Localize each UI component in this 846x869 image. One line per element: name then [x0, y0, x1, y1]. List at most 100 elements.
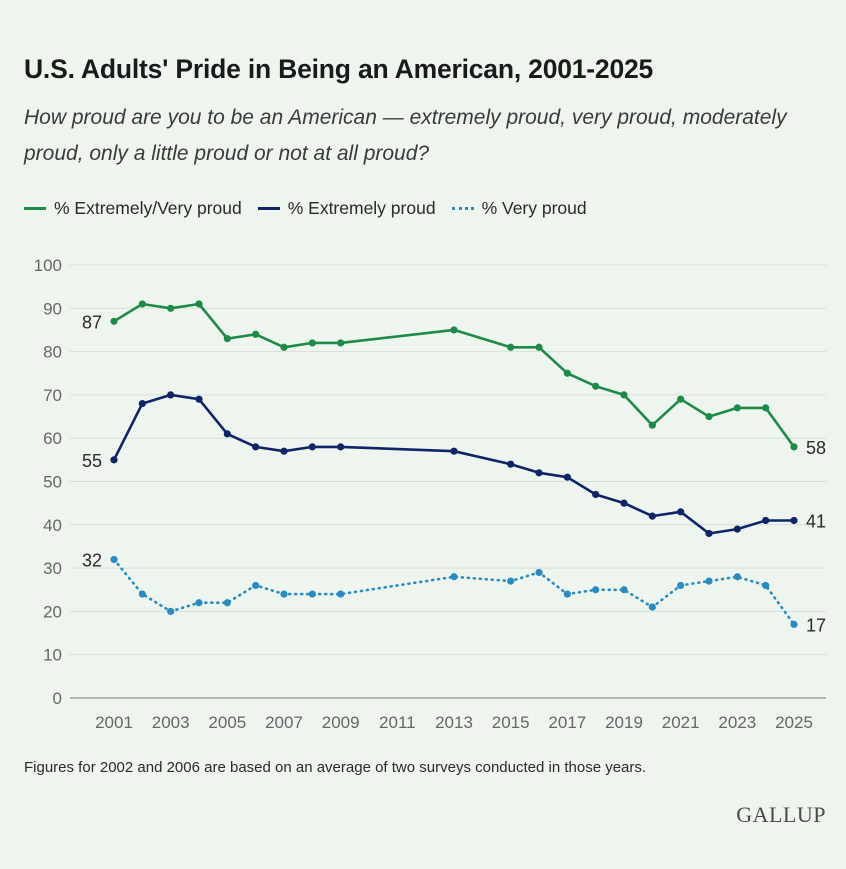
x-tick-label-2025: 2025: [775, 713, 813, 732]
data-label-extremely_very-2001: 87: [82, 312, 102, 332]
data-point-extremely_very-2019: [620, 391, 628, 399]
data-point-extremely_very-2006: [252, 330, 260, 338]
data-point-extremely_very-2007: [280, 343, 288, 351]
data-point-extremely-2007: [280, 447, 288, 455]
data-point-extremely_very-2021: [677, 395, 685, 403]
legend-swatch-extremely: [257, 207, 280, 210]
data-point-extremely_very-2003: [167, 304, 175, 312]
data-point-extremely_very-2001: [110, 317, 118, 325]
data-point-extremely-2023: [733, 525, 741, 533]
data-label-extremely-2025: 41: [806, 511, 826, 531]
x-tick-label-2015: 2015: [492, 713, 530, 732]
x-tick-label-2021: 2021: [662, 713, 700, 732]
data-point-very-2006: [252, 581, 260, 590]
y-tick-label-90: 90: [43, 299, 62, 318]
data-point-extremely-2003: [167, 391, 175, 399]
x-tick-label-2005: 2005: [208, 713, 246, 732]
data-point-extremely_very-2020: [648, 421, 656, 429]
chart-subtitle: How proud are you to be an American — ex…: [24, 106, 787, 165]
footnote: Figures for 2002 and 2006 are based on a…: [24, 759, 647, 776]
data-point-extremely-2024: [762, 516, 770, 525]
data-point-extremely_very-2024: [762, 404, 770, 412]
x-tick-label-2019: 2019: [605, 713, 643, 732]
data-point-extremely-2018: [592, 490, 600, 499]
legend-label-extremely-very: % Extremely/Very proud: [54, 198, 242, 218]
data-point-extremely-2001: [110, 456, 118, 464]
data-point-very-2017: [563, 590, 571, 598]
data-point-extremely-2015: [507, 460, 515, 468]
data-point-very-2024: [762, 581, 770, 590]
y-tick-label-30: 30: [43, 559, 62, 578]
series-line-extremely_very: [112, 302, 796, 449]
chart-legend: % Extremely/Very proud % Extremely proud…: [24, 198, 603, 219]
y-tick-label-70: 70: [43, 386, 62, 405]
x-tick-label-2013: 2013: [435, 713, 473, 732]
data-point-extremely-2002: [138, 399, 146, 408]
data-point-extremely-2021: [677, 508, 685, 516]
data-point-very-2020: [648, 603, 656, 611]
data-point-extremely-2009: [337, 443, 345, 451]
legend-item-extremely-very: % Extremely/Very proud: [24, 198, 242, 219]
data-point-extremely_very-2002: [138, 300, 146, 308]
data-label-extremely-2001: 55: [82, 451, 102, 471]
data-point-extremely-2017: [563, 473, 571, 481]
data-point-extremely-2020: [648, 512, 656, 520]
data-point-very-2023: [733, 573, 741, 581]
data-point-extremely_very-2017: [563, 369, 571, 377]
line-chart: 0 10 20 30 40 50 60 70 80 90 100 2001 2003 2005 2007 20…: [34, 256, 826, 732]
data-point-very-2022: [705, 577, 713, 585]
legend-swatch-extremely-very: [24, 207, 46, 210]
data-point-extremely_very-2018: [592, 382, 600, 390]
data-point-very-2018: [592, 586, 600, 594]
data-label-very-2001: 32: [82, 550, 102, 570]
data-point-very-2019: [620, 586, 628, 594]
data-point-extremely-2016: [535, 469, 543, 477]
data-point-very-2015: [507, 577, 515, 585]
data-point-extremely_very-2023: [733, 404, 741, 412]
x-tick-label-2009: 2009: [322, 713, 360, 732]
x-tick-label-2017: 2017: [548, 713, 586, 732]
data-point-extremely-2025: [790, 516, 798, 525]
data-point-extremely_very-2025: [790, 443, 798, 451]
data-point-extremely_very-2016: [535, 343, 543, 351]
data-label-very-2025: 17: [806, 615, 826, 635]
data-point-extremely_very-2013: [450, 326, 458, 334]
data-point-very-2007: [280, 590, 288, 598]
data-point-very-2005: [223, 599, 231, 607]
data-point-very-2002: [138, 590, 146, 598]
data-point-extremely_very-2008: [308, 339, 316, 347]
x-tick-label-2011: 2011: [379, 713, 416, 732]
series-line-extremely: [112, 393, 796, 535]
legend-label-very: % Very proud: [481, 198, 587, 218]
data-point-very-2016: [535, 568, 543, 577]
gallup-logo: GALLUP: [736, 802, 826, 827]
data-label-extremely_very-2025: 58: [806, 438, 826, 458]
data-point-very-2004: [195, 599, 203, 607]
data-point-extremely_very-2005: [223, 335, 231, 343]
y-tick-label-10: 10: [43, 646, 62, 665]
legend-item-extremely: % Extremely proud: [257, 198, 436, 219]
series-line-very: [112, 558, 796, 626]
x-tick-label-2023: 2023: [718, 713, 756, 732]
data-point-extremely-2022: [705, 529, 713, 538]
x-tick-label-2007: 2007: [265, 713, 303, 732]
data-point-extremely-2013: [450, 447, 458, 455]
data-point-very-2003: [167, 607, 175, 615]
y-tick-label-80: 80: [43, 343, 62, 362]
x-tick-label-2003: 2003: [152, 713, 190, 732]
data-point-extremely_very-2015: [507, 343, 515, 351]
data-point-very-2021: [677, 581, 685, 590]
y-tick-label-20: 20: [43, 602, 62, 621]
legend-swatch-very: [451, 207, 474, 210]
data-point-extremely-2006: [252, 443, 260, 451]
data-point-very-2025: [790, 620, 798, 628]
data-point-very-2009: [337, 590, 345, 598]
data-point-extremely-2004: [195, 395, 203, 403]
data-point-extremely_very-2022: [705, 412, 713, 421]
y-tick-label-0: 0: [53, 689, 62, 708]
x-tick-label-2001: 2001: [95, 713, 133, 732]
y-tick-label-100: 100: [34, 256, 62, 275]
data-point-extremely-2008: [308, 443, 316, 451]
data-point-extremely-2019: [620, 499, 628, 507]
data-point-very-2008: [308, 590, 316, 598]
